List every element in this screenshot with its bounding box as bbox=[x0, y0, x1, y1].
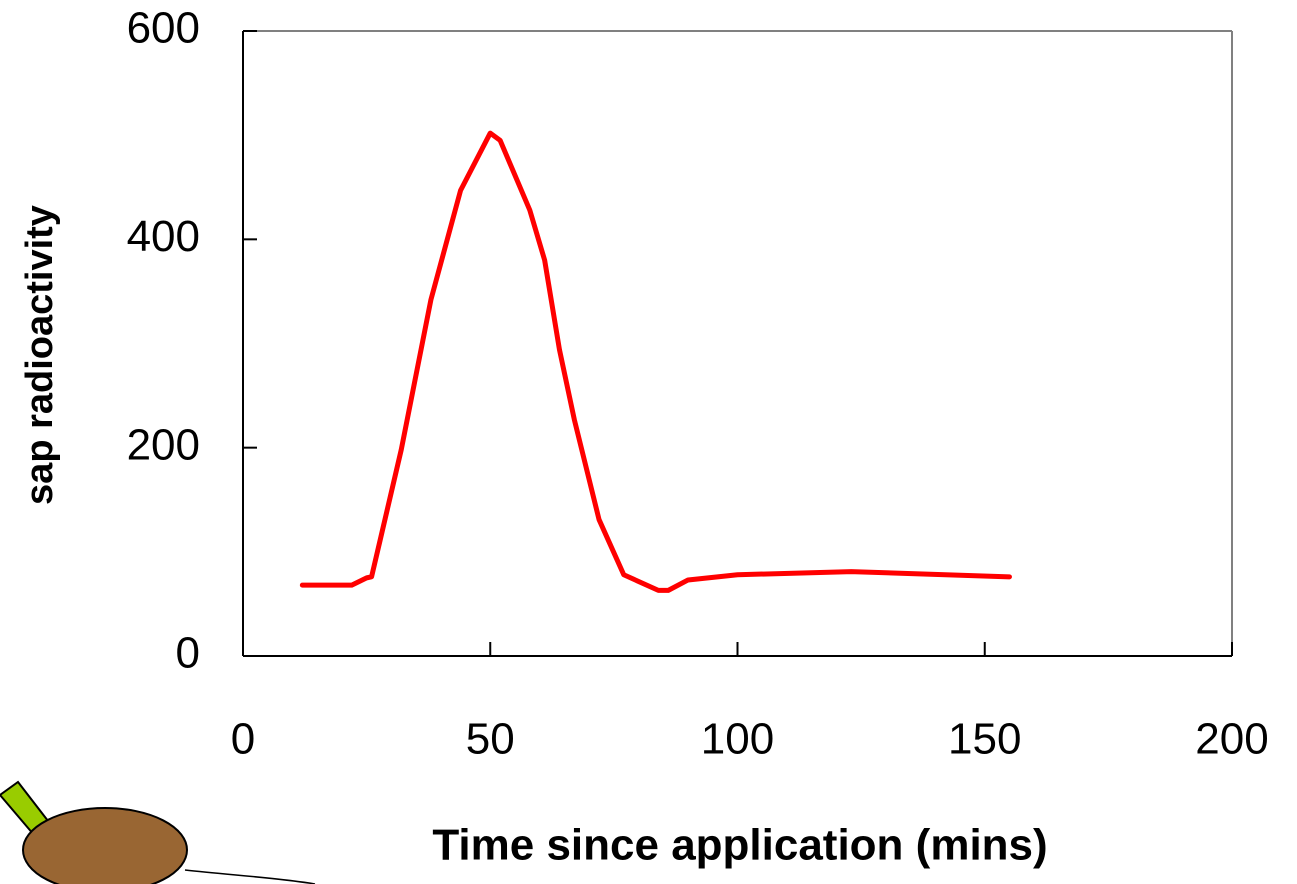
x-tick-label: 150 bbox=[948, 715, 1021, 764]
x-tick-label: 50 bbox=[466, 715, 515, 764]
x-tick-label: 100 bbox=[701, 715, 774, 764]
y-tick-label: 200 bbox=[127, 420, 200, 469]
y-tick-label: 400 bbox=[127, 212, 200, 261]
series-line bbox=[299, 130, 1012, 593]
y-axis-title: sap radioactivity bbox=[19, 205, 61, 505]
x-axis-title: Time since application (mins) bbox=[432, 821, 1047, 870]
y-tick-label: 600 bbox=[127, 4, 200, 53]
soil-illustration bbox=[22, 807, 188, 884]
x-tick-label: 0 bbox=[231, 715, 255, 764]
root-illustration bbox=[184, 869, 316, 884]
x-tick-label: 200 bbox=[1195, 715, 1268, 764]
y-tick-label: 0 bbox=[176, 629, 200, 678]
